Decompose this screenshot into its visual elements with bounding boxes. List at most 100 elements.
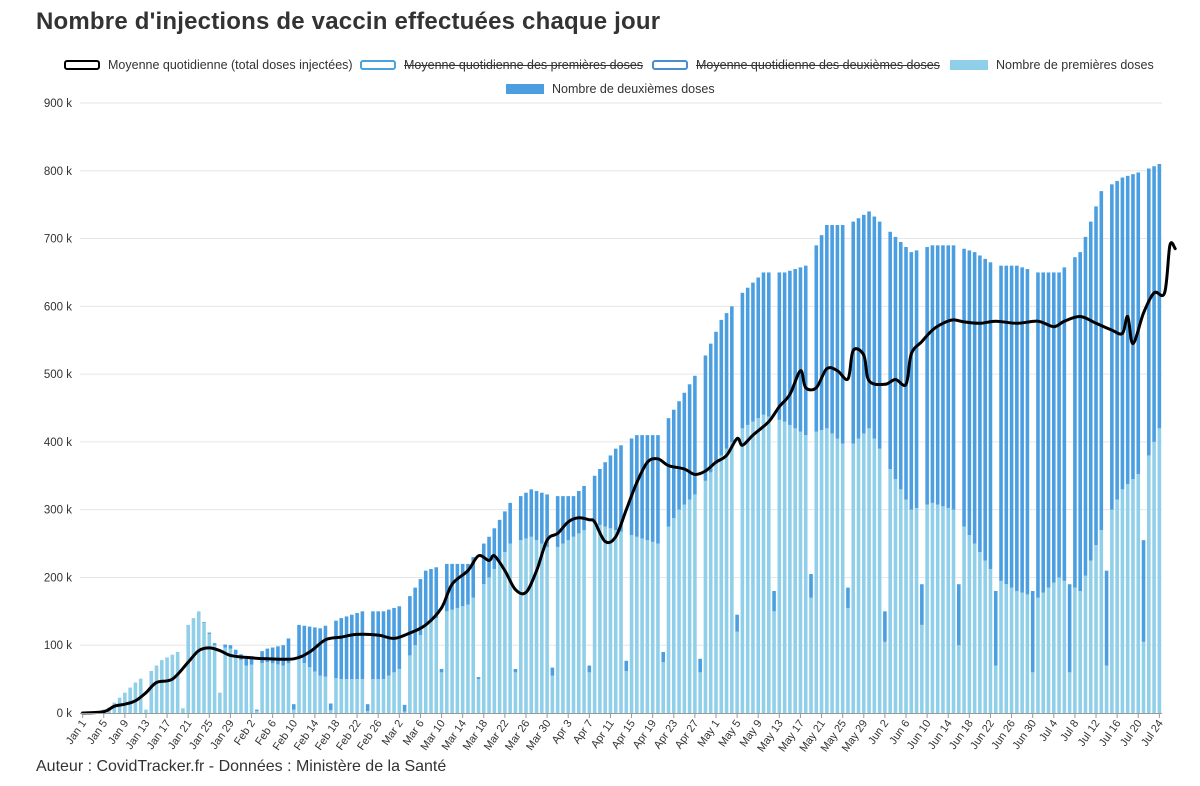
legend-item-second-dose-average[interactable]: Moyenne quotidienne des deuxièmes doses (652, 58, 940, 72)
x-tick-label: Apr 3 (550, 718, 575, 746)
bar-second-dose (291, 704, 296, 710)
bar-first-dose (788, 424, 792, 713)
bar-second-dose (909, 252, 914, 510)
bar-second-dose (371, 611, 375, 680)
bar-second-dose (402, 704, 407, 712)
bar-second-dose (592, 475, 597, 524)
bar-second-dose (582, 485, 586, 530)
bar-first-dose (286, 663, 291, 713)
x-tick-label: Jul 4 (1037, 718, 1060, 744)
bar-second-dose (408, 596, 412, 656)
bar-second-dose (1141, 540, 1146, 642)
legend-item-second-doses[interactable]: Nombre de deuxièmes doses (506, 82, 715, 96)
bar-second-dose (957, 584, 961, 646)
bar-second-dose (524, 492, 528, 539)
bar-first-dose (265, 662, 270, 713)
bar-first-dose (545, 546, 549, 713)
bar-first-dose (239, 659, 243, 713)
bar-first-dose (1088, 560, 1093, 713)
legend-label: Moyenne quotidienne des premières doses (404, 58, 644, 72)
bar-first-dose (392, 672, 396, 713)
bar-first-dose (534, 540, 539, 713)
legend-label: Moyenne quotidienne des deuxièmes doses (696, 58, 940, 72)
bar-first-dose (677, 509, 681, 713)
bar-first-dose (418, 635, 423, 713)
bar-first-dose (561, 543, 565, 713)
bar-second-dose (265, 648, 270, 663)
bar-second-dose (381, 611, 386, 680)
bar-first-dose (603, 526, 607, 713)
bar-second-dose (1041, 272, 1046, 593)
bar-first-dose (281, 665, 285, 713)
bar-first-dose (1131, 479, 1135, 713)
bar-second-dose (682, 392, 687, 505)
bar-second-dose (1099, 191, 1104, 530)
bar-second-dose (434, 567, 439, 619)
bar-first-dose (671, 518, 676, 713)
bar-first-dose (872, 438, 877, 713)
bar-first-dose (244, 665, 249, 713)
bar-first-dose (941, 506, 945, 713)
bar-second-dose (545, 494, 549, 547)
bar-second-dose (1073, 257, 1077, 588)
bar-first-dose (371, 679, 375, 713)
bar-second-dose (846, 587, 850, 608)
legend-item-first-dose-average[interactable]: Moyenne quotidienne des premières doses (360, 58, 643, 72)
bar-first-dose (988, 568, 993, 713)
bar-second-dose (671, 409, 676, 519)
bar-first-dose (724, 448, 729, 713)
bar-first-dose (429, 621, 433, 713)
bar-first-dose (255, 710, 259, 713)
bar-second-dose (360, 611, 365, 680)
bar-second-dose (640, 435, 644, 539)
y-tick-label: 900 k (44, 98, 72, 110)
bar-first-dose (645, 540, 650, 713)
bar-first-dose (276, 664, 280, 713)
x-axis (80, 713, 1162, 718)
bar-first-dose (735, 631, 739, 713)
bar-second-dose (571, 496, 576, 537)
bar-second-dose (877, 221, 882, 449)
bar-second-dose (418, 579, 423, 636)
legend-swatch-second-dose-average (652, 60, 688, 70)
legend-item-first-doses[interactable]: Nombre de premières doses (950, 58, 1154, 72)
bar-second-dose (423, 570, 428, 625)
bar-second-dose (1147, 168, 1151, 456)
bar-first-dose (228, 648, 233, 713)
bar-second-dose (587, 665, 592, 673)
bar-second-dose (1030, 591, 1035, 673)
bar-first-dose (1020, 592, 1024, 713)
bar-first-dose (592, 523, 597, 713)
bar-first-dose (1141, 641, 1146, 713)
bar-second-dose (466, 563, 470, 605)
bar-first-dose (714, 463, 718, 713)
bar-second-dose (967, 250, 972, 536)
bar-second-dose (946, 245, 951, 508)
bar-first-dose (619, 531, 623, 713)
bar-first-dose (993, 665, 998, 713)
bar-first-dose (487, 577, 491, 713)
bar-first-dose (1062, 580, 1067, 713)
bar-second-dose (703, 355, 708, 481)
bar-second-dose (624, 660, 629, 671)
bar-first-dose (445, 611, 449, 713)
bar-first-dose (825, 428, 829, 713)
bar-second-dose (999, 265, 1003, 581)
bar-first-dose (175, 652, 180, 713)
bar-second-dose (550, 667, 555, 676)
bar-first-dose (935, 504, 940, 713)
bar-second-dose (693, 375, 697, 495)
bar-first-dose (925, 504, 929, 713)
x-tick-label: Jul 24 (1139, 718, 1166, 749)
bar-second-dose (318, 628, 322, 676)
bar-second-dose (935, 245, 940, 505)
y-tick-label: 700 k (44, 234, 72, 246)
bar-first-dose (682, 504, 687, 713)
bar-first-dose (666, 526, 671, 713)
bar-second-dose (455, 563, 460, 608)
bar-second-dose (840, 225, 845, 444)
bar-first-dose (497, 560, 502, 713)
bar-second-dose (598, 469, 602, 525)
legend-item-total-average[interactable]: Moyenne quotidienne (total doses injecté… (64, 58, 353, 72)
